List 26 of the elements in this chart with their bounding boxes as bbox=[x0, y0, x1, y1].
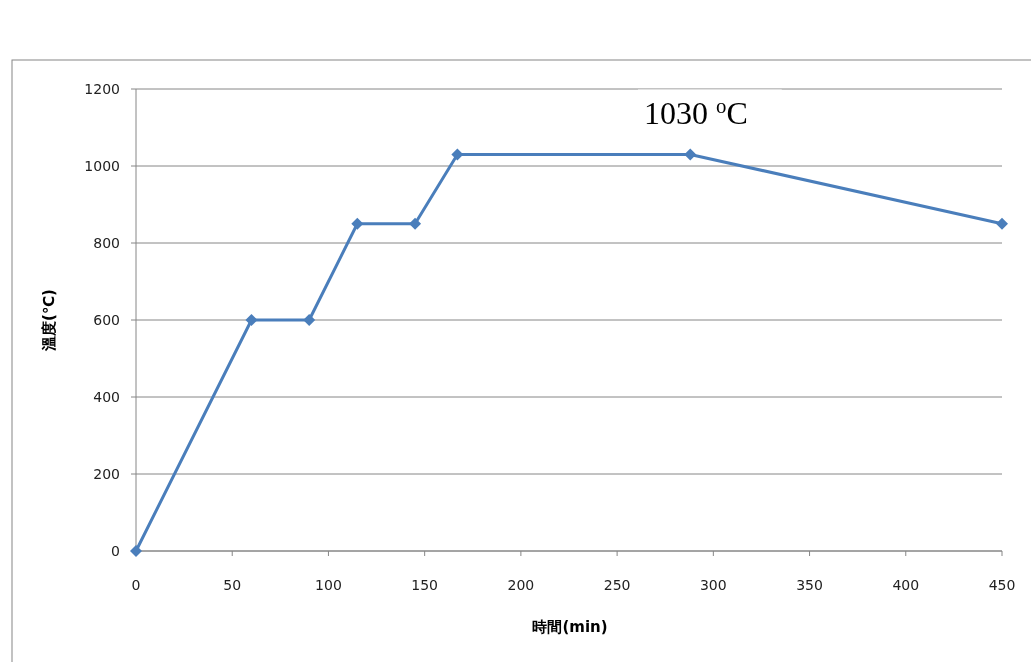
annotation: 1030 $^{o}$C bbox=[644, 93, 748, 131]
point bbox=[303, 314, 316, 326]
x-tick-label: 0 bbox=[131, 577, 141, 593]
y-tick-label: 200 bbox=[93, 466, 120, 482]
x-tick-label: 400 bbox=[892, 577, 920, 593]
y-axis-title: 溫度(℃) bbox=[40, 289, 58, 352]
x-tick-label: 450 bbox=[988, 577, 1016, 593]
y-tick-label: 1200 bbox=[84, 81, 120, 97]
x-tick-label: 300 bbox=[699, 577, 727, 593]
point bbox=[351, 217, 364, 230]
y-tick-label: 400 bbox=[93, 389, 120, 405]
y-tick-label: 600 bbox=[93, 312, 120, 328]
x-tick-label: 150 bbox=[411, 577, 439, 593]
x-tick-label: 100 bbox=[315, 577, 342, 593]
y-tick-label: 800 bbox=[93, 235, 120, 251]
point bbox=[245, 314, 258, 326]
point bbox=[409, 217, 422, 230]
x-tick-label: 200 bbox=[507, 577, 535, 593]
x-tick-label: 250 bbox=[603, 577, 631, 593]
x-tick-label: 350 bbox=[796, 577, 823, 593]
x-tick-label: 50 bbox=[223, 577, 242, 593]
y-tick-label: 1000 bbox=[84, 158, 120, 174]
point bbox=[130, 545, 142, 557]
point bbox=[996, 217, 1008, 230]
x-axis-title: 時間(min) bbox=[532, 618, 608, 636]
y-tick-label: 0 bbox=[111, 543, 120, 559]
